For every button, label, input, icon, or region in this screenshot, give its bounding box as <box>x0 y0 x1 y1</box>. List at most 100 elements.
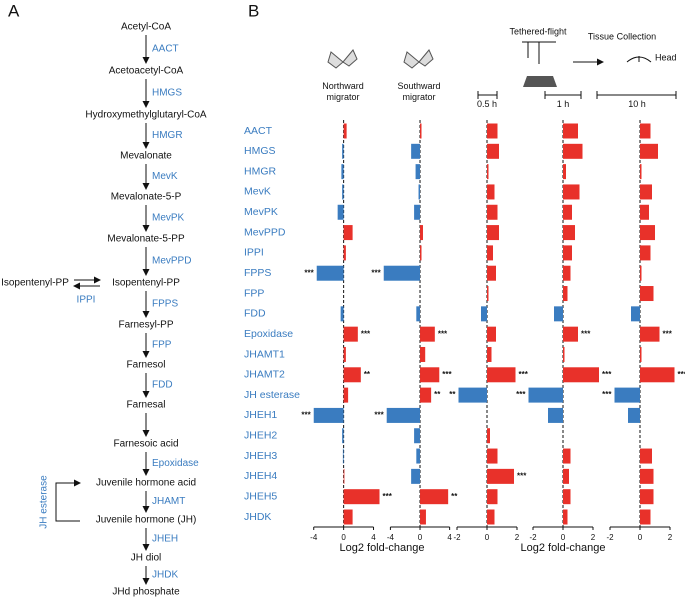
panel-title: 1 h <box>556 99 570 109</box>
significance-label: ** <box>364 370 371 379</box>
bar <box>614 387 640 403</box>
category-label: JHAMT1 <box>244 348 285 360</box>
bar <box>487 367 516 383</box>
bar <box>415 164 421 180</box>
bar <box>458 387 487 403</box>
significance-label: ** <box>449 390 456 399</box>
category-label: AACT <box>244 125 273 137</box>
butterfly-icon <box>327 49 434 69</box>
pathway-node: JHd phosphate <box>112 587 180 598</box>
bar <box>631 306 640 322</box>
bar <box>487 346 492 362</box>
x-tick-label: 2 <box>591 533 596 542</box>
category-label: FDD <box>244 308 266 320</box>
bar <box>640 184 652 200</box>
x-tick-label: 2 <box>668 533 673 542</box>
bar <box>563 184 580 200</box>
bar <box>343 367 361 383</box>
bar <box>487 184 495 200</box>
bar <box>414 428 421 444</box>
pathway-node: Juvenile hormone acid <box>96 478 196 489</box>
x-axis-label: Log2 fold-change <box>520 542 605 554</box>
bar <box>386 407 421 423</box>
enzyme-label: IPPI <box>77 295 96 306</box>
panel-title: Southward migrator <box>397 81 441 102</box>
bar <box>420 346 426 362</box>
significance-label: *** <box>678 370 685 379</box>
bar <box>342 184 344 200</box>
bar <box>487 468 514 484</box>
bar <box>343 123 347 139</box>
significance-label: *** <box>602 370 612 379</box>
significance-label: *** <box>602 390 612 399</box>
category-label: MevPK <box>244 206 278 218</box>
bar <box>343 489 380 505</box>
flight-apparatus <box>522 41 652 87</box>
bar <box>563 265 571 281</box>
category-label: Epoxidase <box>244 328 293 340</box>
bar <box>640 143 658 159</box>
bar <box>563 509 568 525</box>
bar <box>420 367 440 383</box>
category-label: JHDK <box>244 511 271 523</box>
enzyme-label: FPP <box>152 340 172 351</box>
category-label: FPP <box>244 287 264 299</box>
pathway-node: Farnesyl-PP <box>118 320 173 331</box>
bar <box>563 143 583 159</box>
pathway-node: Mevalonate-5-PP <box>107 234 185 245</box>
bar <box>487 509 495 525</box>
bar <box>528 387 563 403</box>
significance-label: *** <box>374 411 384 420</box>
bar <box>487 489 498 505</box>
category-label: IPPI <box>244 247 264 259</box>
panel-label: B <box>248 1 259 20</box>
enzyme-label: FPPS <box>152 299 178 310</box>
significance-label: *** <box>519 370 529 379</box>
bar <box>420 326 435 342</box>
bar <box>487 143 499 159</box>
bar <box>563 225 575 241</box>
category-label: JHEH4 <box>244 470 277 482</box>
pathway-node: Acetyl-CoA <box>121 22 171 33</box>
x-tick-label: 0 <box>418 533 423 542</box>
bar <box>640 367 675 383</box>
bar <box>342 143 344 159</box>
significance-label: *** <box>438 329 448 338</box>
bar <box>343 387 349 403</box>
x-tick-label: 0 <box>561 533 566 542</box>
bar <box>418 184 421 200</box>
significance-label: ** <box>451 492 458 501</box>
bar <box>420 489 449 505</box>
bar <box>640 448 652 464</box>
bar <box>420 509 426 525</box>
significance-label: *** <box>383 492 393 501</box>
diagram-label: Head <box>655 52 677 62</box>
pathway-node: Farnesol <box>127 360 166 371</box>
significance-label: *** <box>517 471 527 480</box>
bar <box>487 245 493 261</box>
bar <box>563 286 568 302</box>
pathway-node: JH diol <box>131 553 162 564</box>
bar <box>640 286 654 302</box>
enzyme-label: Epoxidase <box>152 458 199 469</box>
bar <box>487 204 498 220</box>
x-tick-label: 2 <box>515 533 520 542</box>
significance-label: *** <box>516 390 526 399</box>
bar <box>411 468 421 484</box>
bar <box>640 164 642 180</box>
category-label: MevK <box>244 186 271 198</box>
bar <box>340 306 344 322</box>
bar <box>343 245 346 261</box>
category-label: JHEH3 <box>244 450 277 462</box>
bar <box>563 245 572 261</box>
x-tick-label: -4 <box>310 533 318 542</box>
bar <box>563 489 571 505</box>
bar <box>416 306 421 322</box>
bar <box>487 326 496 342</box>
bar <box>640 245 651 261</box>
significance-label: *** <box>371 268 381 277</box>
significance-label: *** <box>663 329 673 338</box>
significance-label: *** <box>581 329 591 338</box>
bar <box>343 225 353 241</box>
